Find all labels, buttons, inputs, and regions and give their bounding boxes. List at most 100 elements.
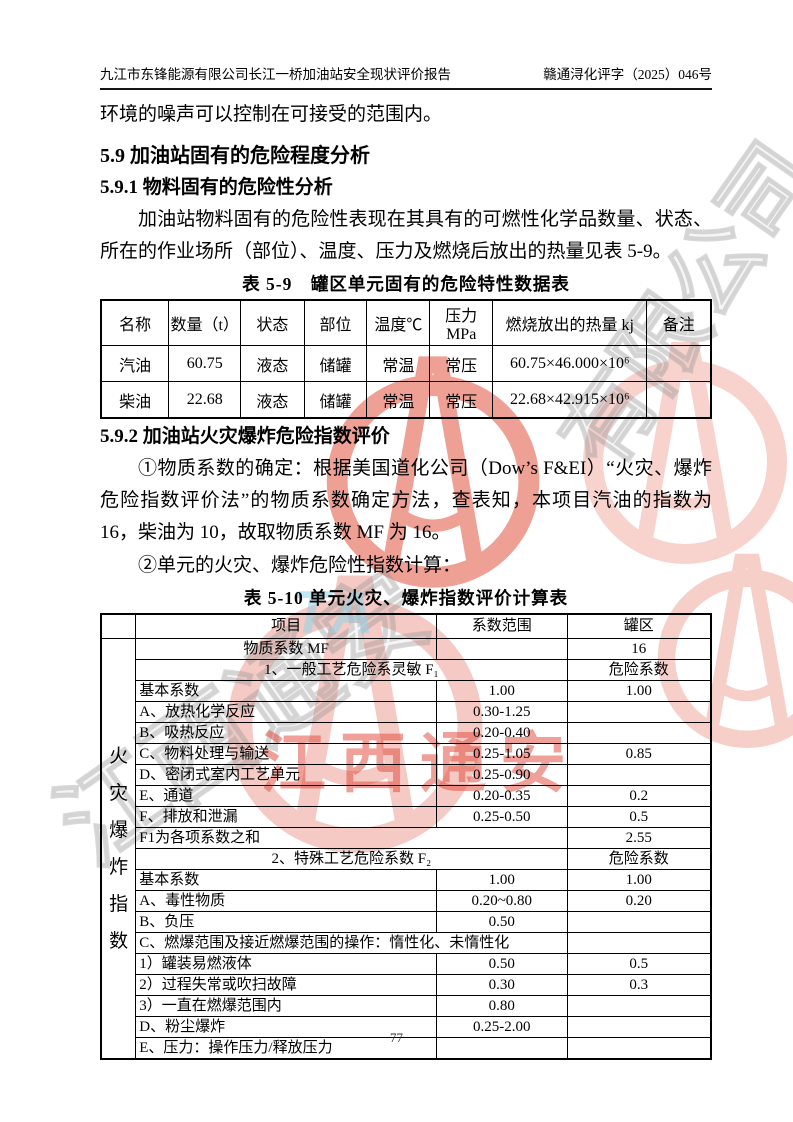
column-header: 温度℃ — [366, 299, 431, 346]
table-cell: 60.75 — [168, 345, 242, 382]
column-header: 部位 — [303, 299, 368, 346]
column-header: 备注 — [646, 299, 712, 346]
table-row: A、放热化学反应 0.30-1.25 — [101, 701, 712, 723]
table-row: 汽油 60.75 液态 储罐 常温 常压 60.75×46.000×10⁶ — [100, 345, 712, 382]
table-row: 基本系数 1.00 1.00 — [101, 680, 712, 702]
item-cell: 3）一直在燃爆范围内 — [135, 995, 437, 1017]
column-header: 项目 — [135, 613, 437, 639]
table-row: A、毒性物质 0.20~0.80 0.20 — [101, 890, 712, 912]
table-row: B、吸热反应 0.20-0.40 — [101, 722, 712, 744]
table-cell: 常温 — [366, 381, 431, 419]
table-cell: 储罐 — [303, 345, 368, 382]
table-cell: 常压 — [429, 345, 494, 382]
table-row: C、物料处理与输送 0.25-1.05 0.85 — [101, 743, 712, 765]
table-row: 1、一般工艺危险系灵敏 F₁ 危险系数 — [101, 659, 712, 681]
table-5-10: 项目 系数范围 罐区火灾爆炸指数物质系数 MF 16 1、一般工艺危险系灵敏 F₁ 危险系… — [100, 613, 712, 1060]
table-row: C、燃爆范围及接近燃爆范围的操作：惰性化、未惰性化 — [101, 932, 712, 954]
paragraph-5-9-2-b: ②单元的火灾、爆炸危险性指数计算： — [138, 555, 462, 576]
range-cell: 0.80 — [435, 995, 568, 1017]
column-header: 罐区 — [566, 613, 712, 639]
heading-5-9-1: 5.9.1 物料固有的危险性分析 — [100, 177, 333, 198]
column-header: 状态 — [240, 299, 305, 346]
table-5-9: 名称 数量（t） 状态 部位 温度℃ 压力 MPa 燃烧放出的热量 kj 备注 汽油 60.75 液… — [100, 299, 712, 419]
table-cell — [646, 345, 712, 382]
range-cell: 0.30-1.25 — [435, 701, 568, 723]
value-cell: 危险系数 — [566, 659, 712, 681]
corner-cell — [100, 613, 137, 639]
table-cell: 22.68×42.915×10⁶ — [492, 381, 648, 419]
table-cell: 液态 — [240, 345, 305, 382]
value-cell: 0.85 — [566, 743, 712, 765]
table-row: B、负压 0.50 — [101, 911, 712, 933]
range-cell: 0.25-0.50 — [435, 806, 568, 828]
value-cell — [566, 722, 712, 744]
item-cell: A、毒性物质 — [135, 890, 437, 912]
table-row: 基本系数 1.00 1.00 — [101, 869, 712, 891]
value-cell — [566, 932, 712, 954]
range-cell — [435, 638, 568, 660]
value-cell: 危险系数 — [566, 848, 712, 870]
value-cell: 1.00 — [566, 680, 712, 702]
table-cell: 常温 — [366, 345, 431, 382]
item-cell: A、放热化学反应 — [135, 701, 437, 723]
table-row: 3）一直在燃爆范围内 0.80 — [101, 995, 712, 1017]
table-cell: 液态 — [240, 381, 305, 419]
column-header: 系数范围 — [435, 613, 568, 639]
range-cell: 1.00 — [435, 869, 568, 891]
value-cell — [566, 1016, 712, 1038]
value-cell: 0.5 — [566, 806, 712, 828]
item-cell: B、负压 — [135, 911, 437, 933]
range-cell: 0.20-0.35 — [435, 785, 568, 807]
table-row: 2）过程失常或吹扫故障 0.30 0.3 — [101, 974, 712, 996]
table-row: D、密闭式室内工艺单元 0.25-0.90 — [101, 764, 712, 786]
item-cell: C、燃爆范围及接近燃爆范围的操作：惰性化、未惰性化 — [135, 932, 568, 954]
table-row: D、粉尘爆炸 0.25-2.00 — [101, 1016, 712, 1038]
vertical-axis-label: 火灾爆炸指数 — [100, 638, 137, 1060]
item-cell: D、粉尘爆炸 — [135, 1016, 437, 1038]
value-cell: 2.55 — [566, 827, 712, 849]
table-cell: 柴油 — [100, 381, 170, 419]
value-cell: 0.3 — [566, 974, 712, 996]
item-cell: 物质系数 MF — [135, 638, 437, 660]
item-cell: 基本系数 — [135, 869, 437, 891]
table-row: 火灾爆炸指数物质系数 MF 16 — [100, 638, 712, 1060]
table-row: 1）罐装易燃液体 0.50 0.5 — [101, 953, 712, 975]
range-cell: 0.50 — [435, 953, 568, 975]
page-header: 九江市东锋能源有限公司长江一桥加油站安全现状评价报告 赣通浔化评字（2025）0… — [100, 66, 712, 90]
heading-5-9: 5.9 加油站固有的危险程度分析 — [100, 145, 370, 167]
column-header: 名称 — [100, 299, 170, 346]
item-cell: 2、特殊工艺危险系数 F₂ — [135, 848, 568, 870]
table-cell: 储罐 — [303, 381, 368, 419]
table-5-9-caption: 表 5-9 罐区单元固有的危险特性数据表 — [242, 274, 570, 294]
range-cell: 0.25-1.05 — [435, 743, 568, 765]
value-cell — [566, 995, 712, 1017]
column-header: 燃烧放出的热量 kj — [492, 299, 648, 346]
item-cell: B、吸热反应 — [135, 722, 437, 744]
heading-5-9-2: 5.9.2 加油站火灾爆炸危险指数评价 — [100, 426, 390, 447]
table-row: F1为各项系数之和 2.55 — [101, 827, 712, 849]
header-report-title: 九江市东锋能源有限公司长江一桥加油站安全现状评价报告 — [100, 67, 451, 82]
table-row: E、通道 0.20-0.35 0.2 — [101, 785, 712, 807]
value-cell — [566, 911, 712, 933]
item-cell: 基本系数 — [135, 680, 437, 702]
table-cell — [646, 381, 712, 419]
value-cell — [566, 764, 712, 786]
value-cell — [566, 1037, 712, 1060]
header-document-number: 赣通浔化评字（2025）046号 — [543, 67, 712, 82]
item-cell: C、物料处理与输送 — [135, 743, 437, 765]
table-cell: 常压 — [429, 381, 494, 419]
item-cell: 1）罐装易燃液体 — [135, 953, 437, 975]
range-cell: 0.20~0.80 — [435, 890, 568, 912]
value-cell: 0.2 — [566, 785, 712, 807]
item-cell: F、排放和泄漏 — [135, 806, 437, 828]
range-cell: 0.25-0.90 — [435, 764, 568, 786]
range-cell: 0.50 — [435, 911, 568, 933]
page-content: 九江市东锋能源有限公司长江一桥加油站安全现状评价报告 赣通浔化评字（2025）0… — [100, 66, 712, 1060]
page-number: 77 — [390, 1030, 403, 1045]
intro-paragraph: 环境的噪声可以控制在可接受的范围内。 — [100, 104, 443, 125]
table-cell: 60.75×46.000×10⁶ — [492, 345, 648, 382]
value-cell: 0.5 — [566, 953, 712, 975]
table-row: F、排放和泄漏 0.25-0.50 0.5 — [101, 806, 712, 828]
table-row: E、压力：操作压力/释放压力 — [101, 1037, 712, 1060]
